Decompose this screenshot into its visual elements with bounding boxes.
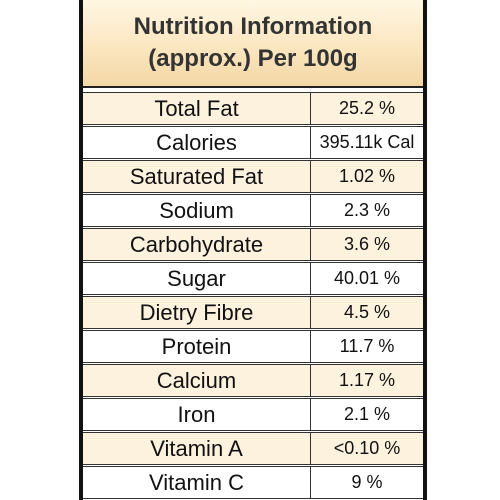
nutrient-label: Carbohydrate [83,228,311,261]
nutrition-header: Nutrition Information (approx.) Per 100g [83,0,423,88]
nutrient-label: Total Fat [83,92,311,125]
table-row: Total Fat 25.2 % [83,92,423,125]
nutrient-value: 395.11k Cal [311,126,423,159]
nutrient-label: Vitamin C [83,466,311,499]
nutrient-label: Calories [83,126,311,159]
nutrient-value: 3.6 % [311,228,423,261]
nutrient-label: Calcium [83,364,311,397]
table-row: Dietry Fibre 4.5 % [83,296,423,329]
table-row: Calories 395.11k Cal [83,126,423,159]
table-row: Vitamin A <0.10 % [83,432,423,465]
nutrient-value: 2.1 % [311,398,423,431]
nutrient-value: 25.2 % [311,92,423,125]
table-row: Sodium 2.3 % [83,194,423,227]
table-row: Calcium 1.17 % [83,364,423,397]
nutrient-label: Iron [83,398,311,431]
nutrient-value: 4.5 % [311,296,423,329]
nutrient-value: <0.10 % [311,432,423,465]
nutrition-title: Nutrition Information [133,13,373,40]
table-row: Vitamin C 9 % [83,466,423,499]
nutrient-label: Sugar [83,262,311,295]
table-row: Saturated Fat 1.02 % [83,160,423,193]
table-row: Sugar 40.01 % [83,262,423,295]
nutrient-value: 11.7 % [311,330,423,363]
nutrient-label: Sodium [83,194,311,227]
nutrient-value: 40.01 % [311,262,423,295]
nutrient-label: Vitamin A [83,432,311,465]
table-row: Carbohydrate 3.6 % [83,228,423,261]
nutrient-value: 2.3 % [311,194,423,227]
nutrient-label: Saturated Fat [83,160,311,193]
nutrient-value: 1.02 % [311,160,423,193]
table-row: Protein 11.7 % [83,330,423,363]
nutrient-value: 1.17 % [311,364,423,397]
nutrition-subtitle: (approx.) Per 100g [148,45,358,72]
nutrient-label: Dietry Fibre [83,296,311,329]
nutrition-panel: Nutrition Information (approx.) Per 100g… [79,0,427,500]
nutrient-label: Protein [83,330,311,363]
nutrient-value: 9 % [311,466,423,499]
table-row: Iron 2.1 % [83,398,423,431]
